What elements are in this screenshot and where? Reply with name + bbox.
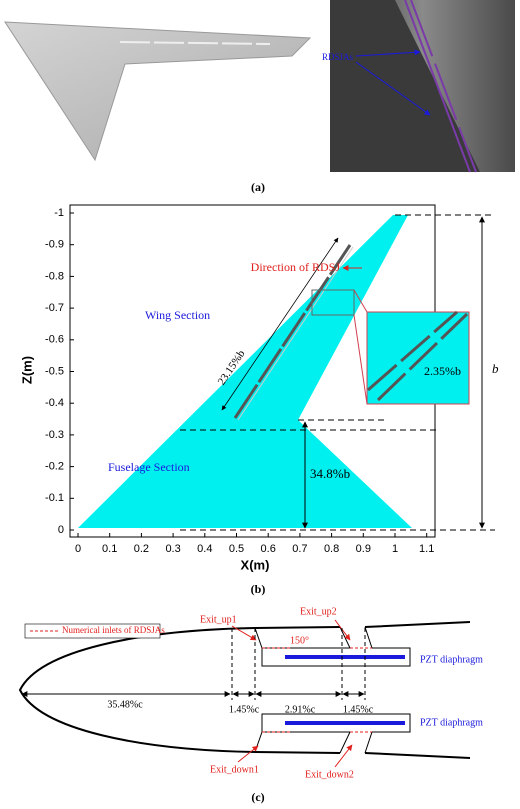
cavity-bottom [254, 713, 411, 754]
slot-line [404, 0, 471, 173]
y-tick-label: -0.8 [45, 270, 64, 282]
caption: (b) [251, 582, 266, 596]
y-tick-label: -0.4 [45, 397, 64, 409]
x-tick-label: 0.4 [197, 543, 212, 555]
panel-c: Numerical inlets of RDSJAs Exit_up1 Exit… [18, 606, 483, 804]
panel-b: b 34.8%b 23.15%b 2.35%b Direction of RDS… [19, 204, 499, 596]
x-label: X(m) [241, 557, 270, 572]
label: 2.35%b [424, 364, 461, 378]
x-tick-label: 0.8 [324, 543, 339, 555]
airfoil [18, 627, 256, 753]
y-tick-label: -0.5 [45, 365, 64, 377]
x-tick-label: 1.1 [419, 543, 434, 555]
label: 150° [290, 635, 309, 646]
label: b [492, 361, 499, 376]
x-tick-label: 0 [75, 543, 81, 555]
slot [119, 41, 271, 45]
wing-3d [4, 21, 312, 162]
zoom-box [311, 289, 355, 316]
arrow [355, 61, 431, 116]
y-tick-label: -0.7 [45, 302, 64, 314]
x-tick-label: 0.5 [229, 543, 244, 555]
dim: 1.45%c [343, 704, 374, 715]
label: PZT diaphragm [420, 654, 483, 665]
y-tick-label: -1 [54, 207, 64, 219]
len-arrow [221, 237, 339, 411]
slot-line [410, 0, 477, 173]
panel-a: RDSJAs (a) [4, 0, 515, 194]
label: Exit_up1 [200, 614, 237, 625]
label: PZT diaphragm [420, 717, 483, 728]
arrow [334, 744, 353, 768]
x-tick-label: 0.7 [292, 543, 307, 555]
dim: 2.91%c [285, 704, 316, 715]
x-tick-label: 0.9 [356, 543, 371, 555]
label: Direction of RDSJ [251, 260, 341, 274]
upper-surface [254, 621, 471, 629]
label: Exit_up2 [300, 606, 337, 617]
y-tick-label: -0.6 [45, 334, 64, 346]
label: Exit_down1 [210, 764, 259, 775]
caption: (c) [251, 790, 264, 804]
caption: (a) [251, 180, 265, 194]
label: Fuselage Section [108, 460, 190, 474]
legend-text: Numerical inlets of RDSJAs [62, 625, 165, 635]
zoom-line [353, 289, 368, 313]
arrow [237, 745, 259, 763]
x-tick-label: 0.2 [134, 543, 149, 555]
label: Wing Section [145, 308, 210, 322]
dim: 1.45%c [229, 704, 260, 715]
y-tick-label: -0.1 [45, 492, 64, 504]
slot [367, 310, 458, 392]
x-tick-label: 0.3 [165, 543, 180, 555]
dim: 35.48%c [107, 699, 143, 710]
cavity-top [254, 626, 411, 667]
y-tick-label: -0.3 [45, 429, 64, 441]
x-tick-label: 0.6 [261, 543, 276, 555]
shade [330, 0, 480, 172]
x-tick-label: 0.1 [102, 543, 117, 555]
arrow [355, 49, 421, 57]
label: RDSJAs [322, 52, 354, 62]
y-tick-label: -0.2 [45, 461, 64, 473]
slot [376, 312, 469, 402]
y-label: Z(m) [19, 356, 34, 384]
x-tick-label: 1 [392, 543, 398, 555]
y-tick-label: -0.9 [45, 239, 64, 251]
arrow [231, 625, 257, 641]
legend [24, 623, 161, 639]
y-tick-label: 0 [58, 524, 64, 536]
label: Exit_down2 [305, 769, 354, 780]
zoom-line [353, 314, 368, 405]
lower-surface [254, 751, 471, 759]
label: 34.8%b [310, 466, 350, 481]
